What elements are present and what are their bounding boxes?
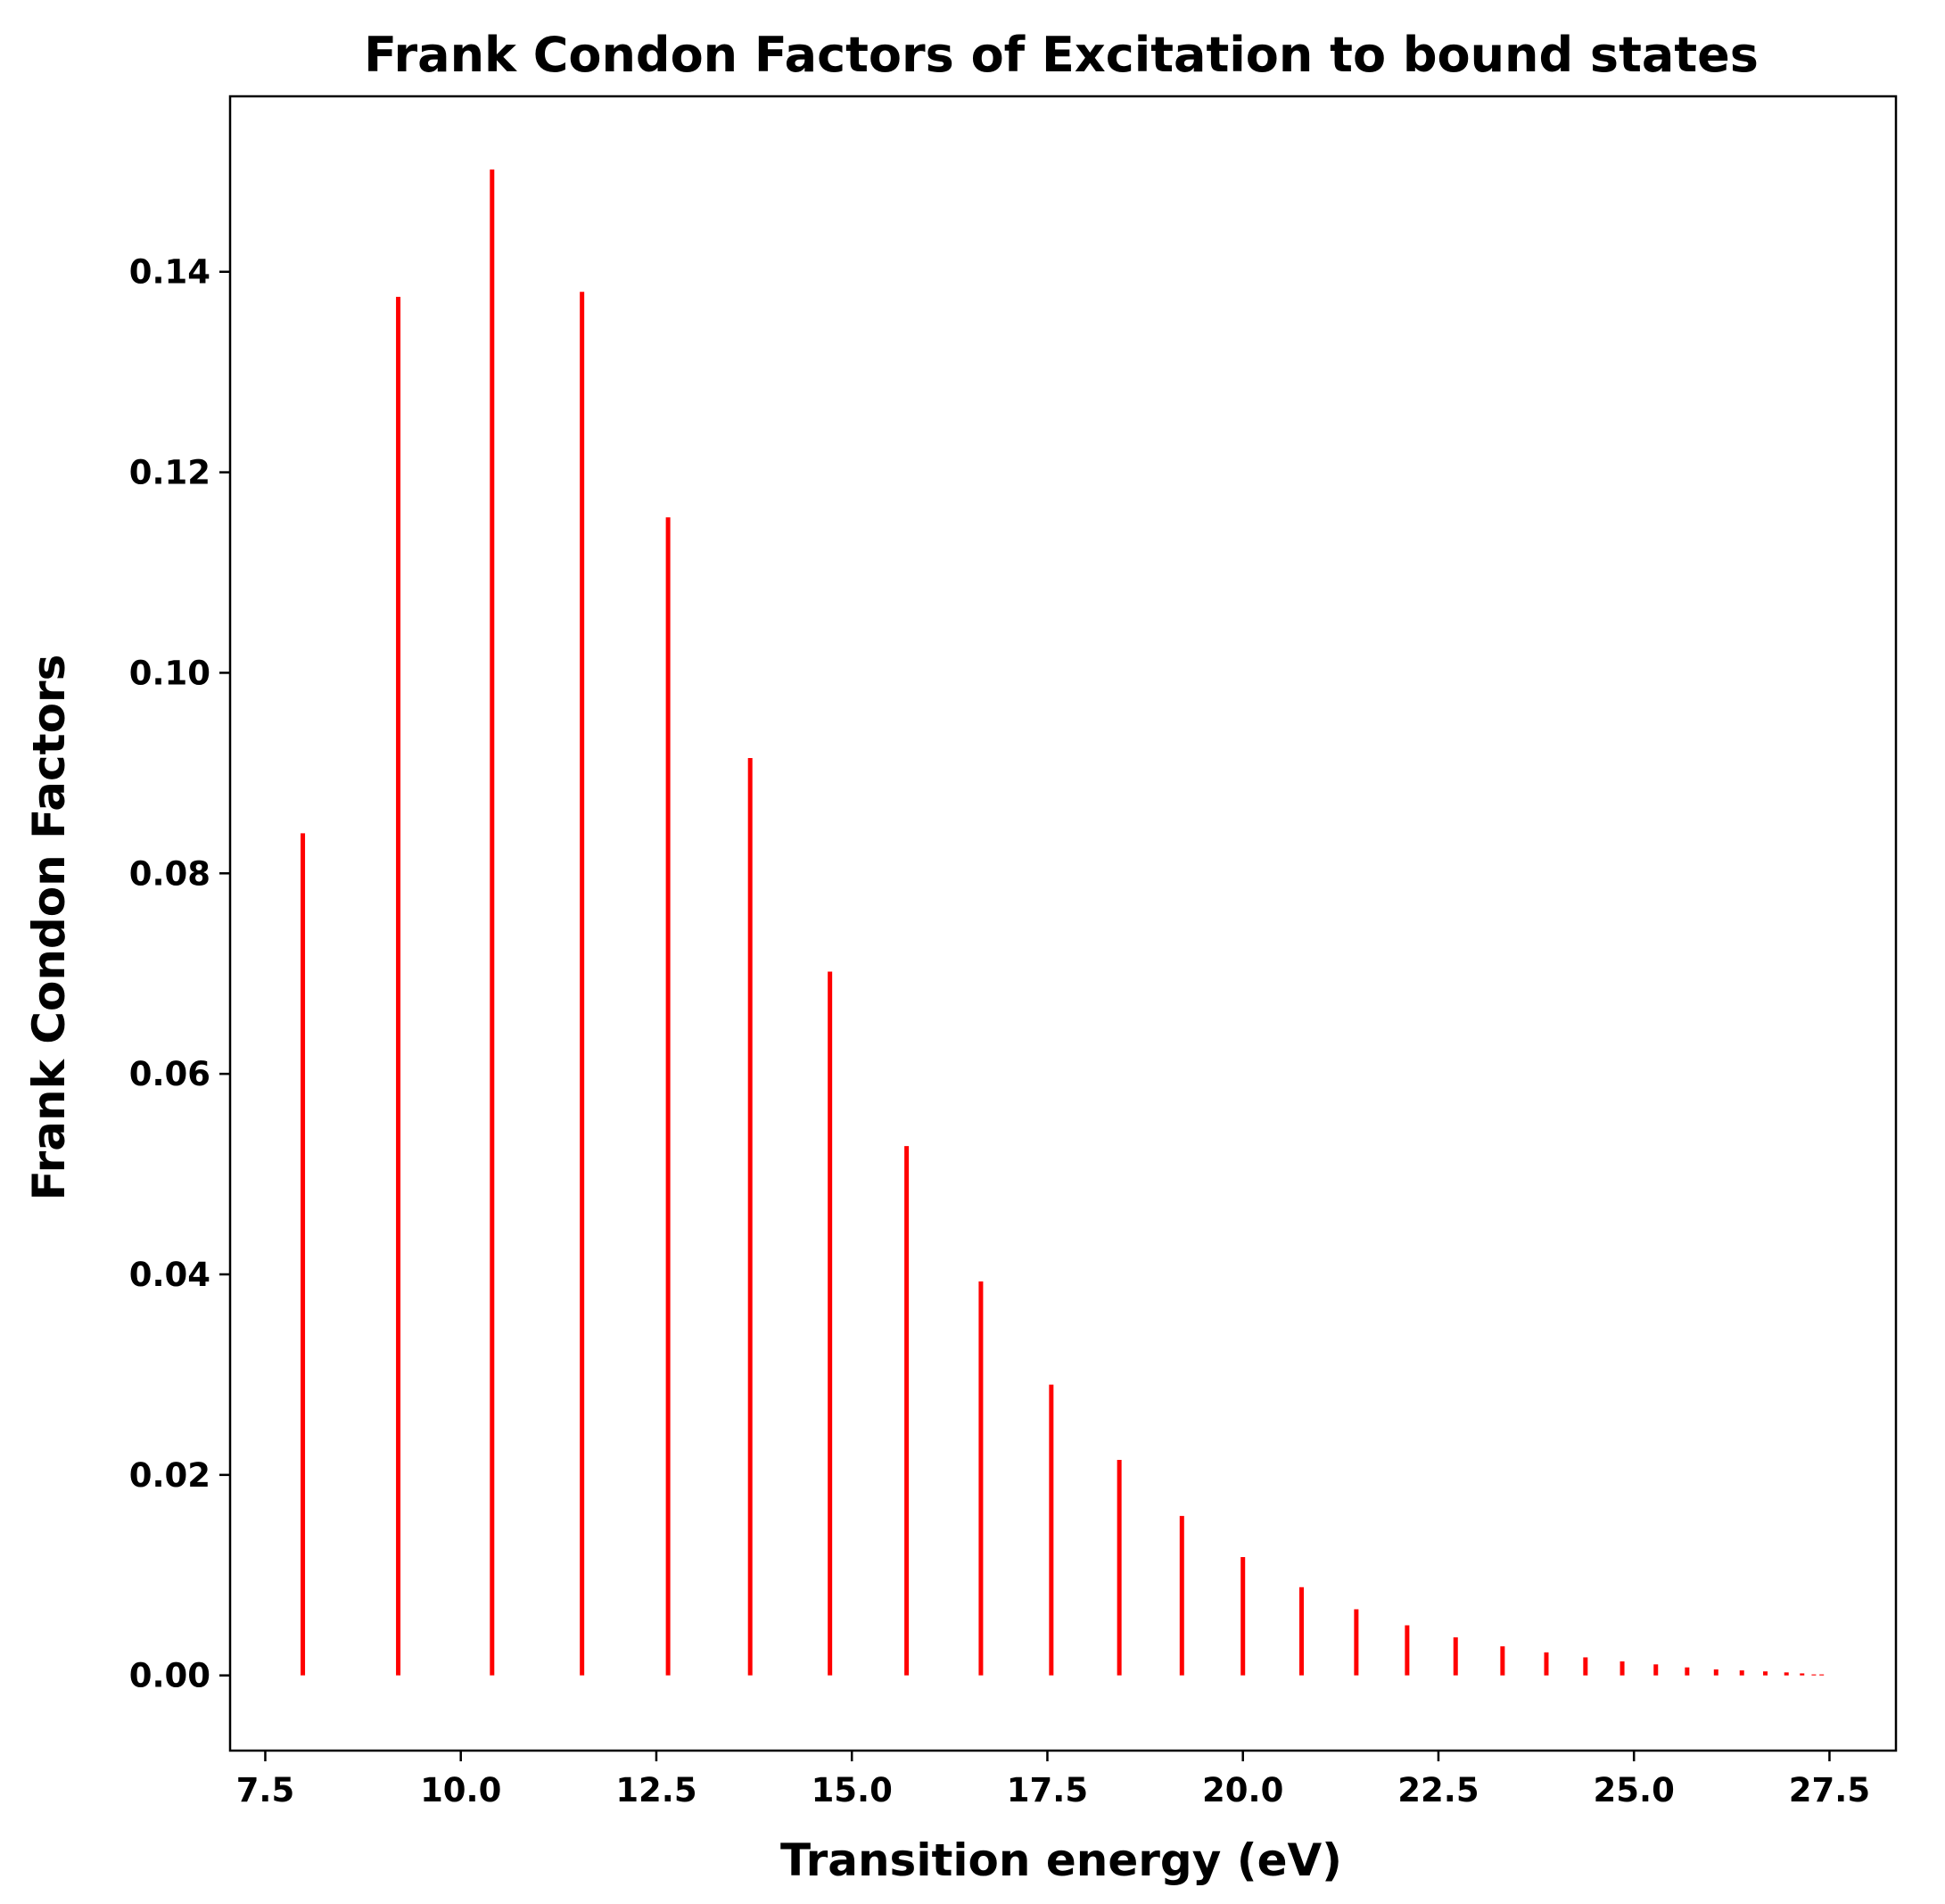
- y-tick-label: 0.00: [129, 1657, 210, 1695]
- x-tick-label: 25.0: [1594, 1771, 1675, 1809]
- y-axis-ticks: 0.00 0.02 0.04 0.06 0.08 0.10 0.12 0.14: [129, 253, 230, 1695]
- x-tick-label: 7.5: [236, 1771, 295, 1809]
- stem-lines: [301, 169, 1825, 1676]
- y-tick-label: 0.10: [129, 654, 210, 692]
- x-axis-label: Transition energy (eV): [780, 1834, 1342, 1886]
- x-tick-label: 12.5: [615, 1771, 696, 1809]
- x-tick-label: 27.5: [1789, 1771, 1870, 1809]
- x-tick-label: 10.0: [420, 1771, 501, 1809]
- y-tick-label: 0.08: [129, 854, 210, 893]
- y-tick-label: 0.14: [129, 253, 210, 292]
- y-tick-label: 0.04: [129, 1256, 210, 1294]
- y-tick-label: 0.06: [129, 1055, 210, 1093]
- axes-frame: [228, 95, 1898, 1752]
- x-tick-label: 17.5: [1007, 1771, 1088, 1809]
- y-tick-label: 0.02: [129, 1456, 210, 1495]
- x-axis-ticks: 7.5 10.0 12.5 15.0 17.5 20.0 22.5 25.0 27.5: [236, 1751, 1870, 1809]
- chart-title: Frank Condon Factors of Excitation to bo…: [364, 27, 1759, 83]
- x-tick-label: 22.5: [1397, 1771, 1479, 1809]
- x-tick-label: 20.0: [1202, 1771, 1283, 1809]
- y-tick-label: 0.12: [129, 454, 210, 492]
- x-tick-label: 15.0: [812, 1771, 893, 1809]
- y-axis-label: Frank Condon Factors: [23, 655, 75, 1201]
